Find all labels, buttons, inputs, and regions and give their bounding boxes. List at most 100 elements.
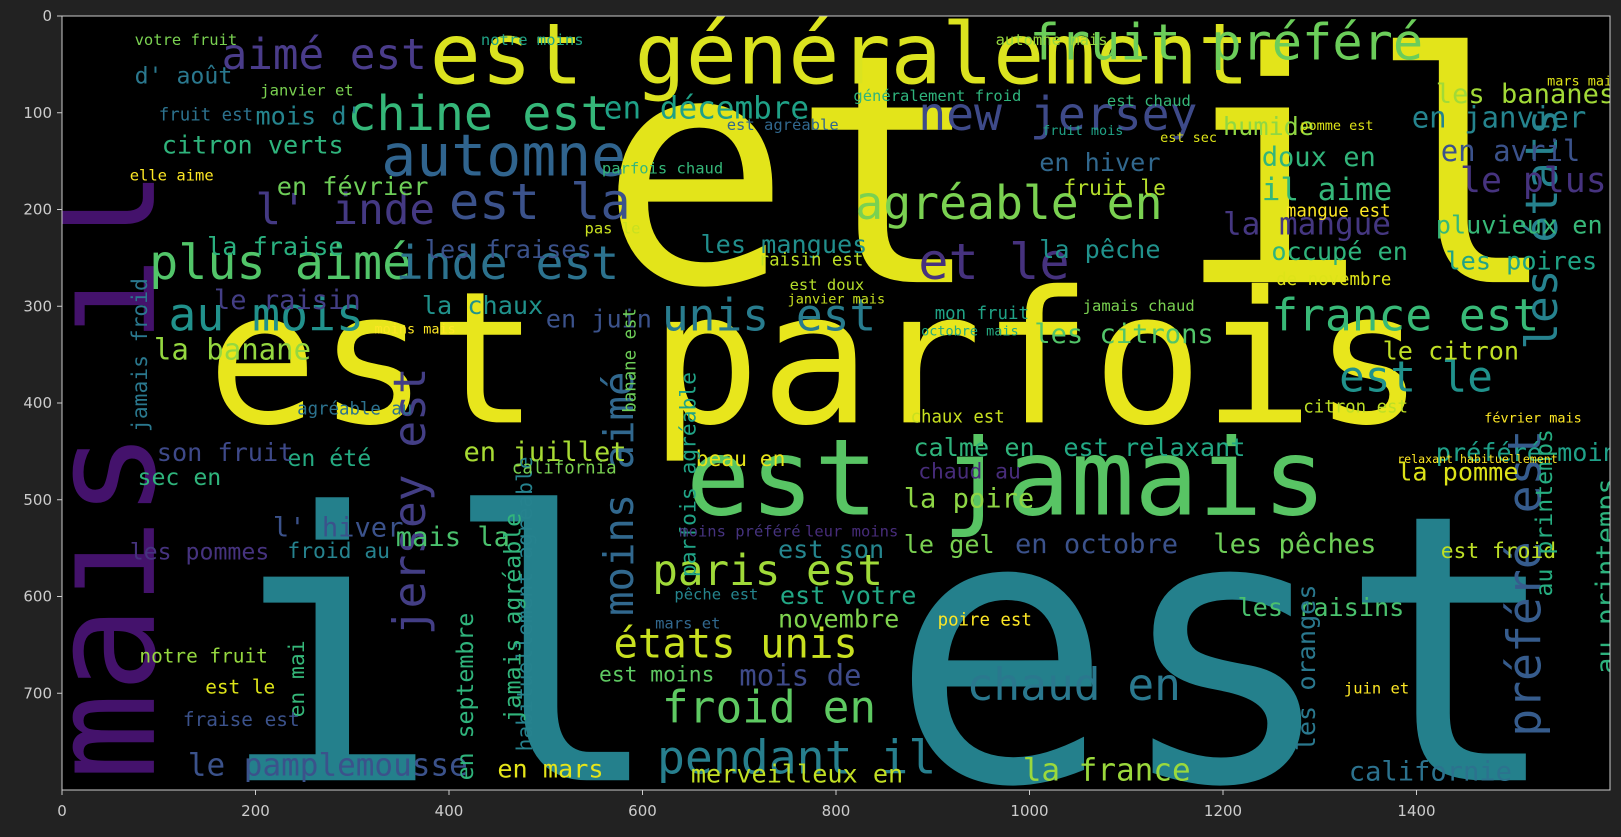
word-moins-mais: moins mais bbox=[375, 321, 456, 337]
word-le-plus: le plus bbox=[1460, 161, 1607, 201]
word-habituellement-agréable: habituellement agréable bbox=[513, 456, 538, 751]
word-jersey-est: jersey est bbox=[385, 367, 436, 635]
word-california: california bbox=[512, 459, 617, 479]
word-calme-en: calme en bbox=[913, 433, 1034, 462]
word-janvier-mais: janvier mais bbox=[788, 291, 886, 307]
word-plus-aimé: plus aimé bbox=[149, 235, 411, 291]
word-relaxant-habituellement: relaxant habituellement bbox=[1397, 452, 1558, 466]
word-humide: humide bbox=[1223, 112, 1314, 141]
word-unis-est: unis est bbox=[662, 290, 876, 341]
word-est-doux: est doux bbox=[790, 276, 865, 294]
word-la-poire: la poire bbox=[904, 484, 1034, 515]
word-il-est: il est bbox=[217, 434, 1563, 837]
word-pluvieux-en: pluvieux en bbox=[1436, 211, 1603, 240]
word-californie: californie bbox=[1349, 756, 1512, 787]
word-merveilleux-en: merveilleux en bbox=[691, 759, 903, 788]
word-juin-et: juin et bbox=[1344, 679, 1409, 697]
word-en-septembre: en septembre bbox=[452, 613, 479, 781]
word-occupé-en: occupé en bbox=[1271, 237, 1407, 266]
word-sec-en: sec en bbox=[138, 464, 222, 491]
word-notre-fruit: notre fruit bbox=[139, 644, 267, 667]
word-en-mai: en mai bbox=[285, 640, 310, 717]
x-tick-label: 1200 bbox=[1204, 802, 1242, 820]
word-la-pomme: la pomme bbox=[1397, 457, 1518, 486]
word-poire-est: poire est bbox=[938, 611, 1032, 631]
word-le-citron: le citron bbox=[1383, 337, 1519, 366]
word-jamais-froid: jamais froid bbox=[128, 278, 153, 432]
y-tick-label: 700 bbox=[23, 684, 52, 702]
x-tick-label: 800 bbox=[822, 802, 851, 820]
word-parfois-chaud: parfois chaud bbox=[602, 160, 723, 178]
word-d-août: d' août bbox=[135, 63, 233, 90]
word-pendant-il: pendant il bbox=[657, 731, 936, 785]
word-votre-fruit: votre fruit bbox=[135, 31, 238, 49]
x-tick-label: 0 bbox=[57, 802, 67, 820]
word-citron-est: citron est bbox=[1303, 398, 1408, 418]
word-notre-moins: notre moins bbox=[481, 31, 584, 49]
y-tick-label: 500 bbox=[23, 491, 52, 509]
word-chine-est: chine est bbox=[347, 86, 609, 142]
y-tick-label: 400 bbox=[23, 394, 52, 412]
word-les-pêches: les pêches bbox=[1213, 529, 1376, 560]
word-les-citrons: les citrons bbox=[1034, 319, 1213, 350]
word-préféré-est: préféré est bbox=[1497, 430, 1551, 737]
word-en-mars: en mars bbox=[497, 754, 603, 783]
word-france-est: france est bbox=[1271, 290, 1539, 341]
word-son-fruit: son fruit bbox=[157, 438, 293, 467]
word-le-pamplemousse: le pamplemousse bbox=[188, 748, 468, 784]
word-est-le: est le bbox=[205, 675, 275, 698]
y-tick-label: 300 bbox=[23, 297, 52, 315]
word-états-unis: états unis bbox=[614, 620, 858, 668]
word-automne: automne bbox=[381, 122, 626, 190]
word-est-le: est le bbox=[1339, 352, 1493, 402]
word-pas-le: pas le bbox=[585, 220, 641, 238]
word-est-la: est la bbox=[449, 172, 631, 231]
word-mais-la: mais la bbox=[396, 522, 510, 553]
word-et-le: et le bbox=[918, 232, 1069, 291]
word-parfois-agréable: parfois agréable bbox=[677, 372, 702, 577]
word-inde-est: inde est bbox=[396, 236, 619, 290]
word-l-hiver: l' hiver bbox=[273, 513, 404, 544]
word-chaud-en: chaud en bbox=[967, 660, 1181, 711]
word-froid-en: froid en bbox=[662, 682, 876, 733]
word-en-octobre: en octobre bbox=[1015, 529, 1178, 560]
word-leur-moins: leur moins bbox=[805, 523, 898, 541]
word-fraise-est: fraise est bbox=[183, 708, 300, 731]
word-doux-en: doux en bbox=[1262, 142, 1376, 173]
word-fruit-est: fruit est bbox=[159, 106, 253, 126]
word-préféré-moins: préféré moins bbox=[1436, 438, 1621, 467]
word-mois-d-: mois d' bbox=[256, 101, 362, 130]
word-est-généralement: est généralement bbox=[430, 6, 1250, 105]
word-l-inde: l' inde bbox=[256, 185, 436, 235]
word-aimé-est: aimé est bbox=[222, 30, 427, 80]
word-mais-il: mais il bbox=[20, 169, 189, 780]
word-fruit-le: fruit le bbox=[1063, 176, 1166, 201]
word-mois-de: mois de bbox=[739, 659, 861, 693]
word-généralement-froid: généralement froid bbox=[853, 87, 1021, 105]
word-au-printemps: au printemps bbox=[1531, 429, 1558, 597]
word-froid-au: froid au bbox=[287, 539, 390, 564]
word-en-juin: en juin bbox=[546, 305, 652, 334]
word-beau-en: beau en bbox=[696, 447, 786, 472]
word-chaux-est: chaux est bbox=[911, 407, 1005, 427]
word-citron-verts: citron verts bbox=[162, 130, 344, 159]
word-moins-aimé: moins aimé bbox=[595, 372, 643, 616]
word-la-pêche: la pêche bbox=[1039, 235, 1160, 264]
word-février-mais: février mais bbox=[1484, 410, 1582, 426]
word-en-décembre: en décembre bbox=[604, 91, 809, 127]
word-automne-mais: automne mais bbox=[996, 31, 1108, 49]
word-en-hiver: en hiver bbox=[1039, 148, 1160, 177]
word-les-mangues: les mangues bbox=[701, 230, 868, 259]
word-est-agréable: est agréable bbox=[727, 116, 839, 134]
word-jamais-agréable: jamais agréable bbox=[500, 513, 527, 722]
word-en-été: en été bbox=[287, 445, 371, 472]
axes: 0 200 400 600 800 1000 1200 1400 0 100 200 300 400 50… bbox=[23, 7, 1435, 820]
word-est-moins: est moins bbox=[599, 663, 714, 688]
word-il-aime: il aime bbox=[1262, 172, 1393, 208]
word-pêche-est: pêche est bbox=[674, 585, 758, 603]
word-au-printemps: au printemps bbox=[1591, 478, 1621, 674]
y-tick-label: 600 bbox=[23, 588, 52, 606]
word-elle-aime: elle aime bbox=[130, 167, 214, 185]
word-les-raisins: les raisins bbox=[1238, 593, 1405, 622]
word-le-gel: le gel bbox=[904, 530, 995, 559]
